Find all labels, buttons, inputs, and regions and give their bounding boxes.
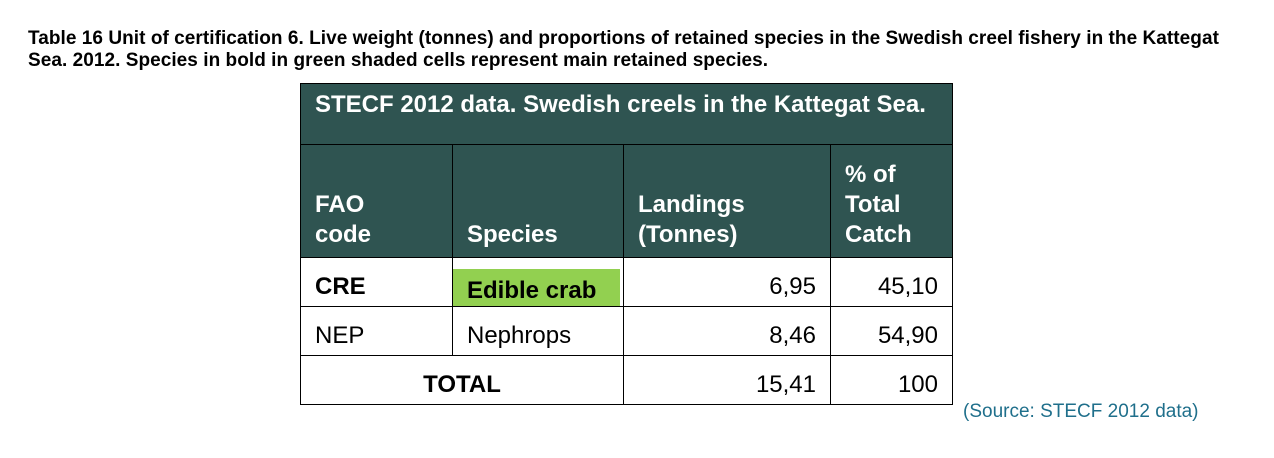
table-row: CRE Edible crab 6,95 45,10	[300, 257, 953, 307]
total-percent: 100	[830, 355, 953, 405]
table-caption: Table 16 Unit of certification 6. Live w…	[28, 28, 1219, 71]
source-note: (Source: STECF 2012 data)	[963, 401, 1199, 422]
total-row: TOTAL 15,41 100	[300, 355, 953, 405]
species-cell-main: Edible crab	[452, 257, 624, 307]
landings-cell: 6,95	[623, 257, 831, 307]
landings-cell: 8,46	[623, 306, 831, 356]
main-species-highlight: Edible crab	[453, 269, 620, 306]
header-landings: Landings (Tonnes)	[623, 144, 831, 258]
total-label: TOTAL	[300, 355, 624, 405]
percent-cell: 54,90	[830, 306, 953, 356]
fao-code-cell: NEP	[300, 306, 453, 356]
species-cell: Nephrops	[452, 306, 624, 356]
total-landings: 15,41	[623, 355, 831, 405]
percent-cell: 45,10	[830, 257, 953, 307]
header-fao-code: FAO code	[300, 144, 453, 258]
fao-code-cell: CRE	[300, 257, 453, 307]
retained-species-table: STECF 2012 data. Swedish creels in the K…	[300, 83, 953, 405]
table-row: NEP Nephrops 8,46 54,90	[300, 306, 953, 356]
table-title: STECF 2012 data. Swedish creels in the K…	[300, 83, 953, 145]
header-percent-total: % of Total Catch	[830, 144, 953, 258]
header-species: Species	[452, 144, 624, 258]
